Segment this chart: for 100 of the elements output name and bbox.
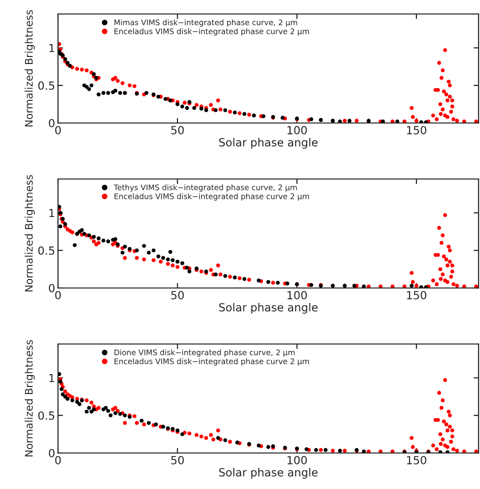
point [168, 98, 172, 102]
point [180, 261, 184, 266]
point [134, 248, 139, 252]
point [232, 110, 237, 114]
point [101, 90, 106, 95]
x-tick-label: 50 [171, 290, 184, 300]
point [216, 436, 220, 440]
x-axis-title: Solar phase angle [219, 138, 318, 149]
point [256, 444, 261, 448]
x-tick-label: 100 [288, 290, 307, 300]
point [285, 282, 290, 286]
point [101, 238, 106, 243]
point [214, 108, 218, 112]
y-axis-title: Normalized Brightness [24, 10, 35, 126]
point [185, 106, 189, 110]
x-axis-title: Solar phase angle [219, 468, 318, 479]
point [381, 120, 385, 123]
point [120, 250, 124, 255]
point [80, 228, 84, 232]
point [170, 258, 175, 262]
point [106, 239, 110, 244]
point [156, 254, 160, 258]
point [232, 276, 237, 280]
y-tick-label: 0 [48, 284, 54, 292]
x-tick-label: 150 [407, 456, 426, 464]
point [89, 83, 94, 88]
point [106, 408, 110, 413]
y-axis-title: Normalized Brightness [24, 340, 35, 456]
point [106, 90, 110, 95]
point [113, 88, 118, 93]
point [252, 114, 256, 118]
point [262, 114, 266, 118]
point [161, 256, 166, 260]
point [87, 87, 92, 92]
point [92, 407, 96, 412]
point [410, 284, 414, 288]
point [176, 260, 180, 264]
point [156, 94, 160, 99]
point [187, 270, 192, 274]
point [309, 117, 314, 122]
point [96, 92, 101, 96]
point [92, 234, 96, 239]
point [338, 448, 342, 453]
y-axis-title: Normalized Brightness [24, 175, 35, 292]
x-tick-label: 150 [407, 126, 426, 134]
y-tick-label: 1 [49, 44, 54, 52]
point [199, 106, 204, 111]
y-tick-label: 0 [48, 118, 54, 128]
point [223, 438, 228, 442]
point [223, 274, 228, 278]
point [118, 90, 122, 95]
point [276, 280, 280, 285]
y-tick-label: 0.5 [38, 246, 54, 255]
y-tick-label: 1 [49, 208, 54, 218]
point [87, 406, 92, 410]
point [166, 257, 170, 262]
point [122, 413, 127, 418]
point [348, 118, 352, 123]
point [304, 447, 308, 452]
x-tick-label: 0 [55, 456, 61, 464]
point [144, 90, 148, 95]
point [66, 396, 70, 401]
point [89, 410, 94, 414]
point [176, 102, 180, 106]
point [70, 398, 74, 402]
point [214, 272, 218, 276]
x-tick-label: 50 [171, 456, 184, 464]
x-tick-label: 150 [407, 290, 426, 300]
point [242, 277, 246, 281]
point [84, 410, 89, 414]
point [309, 283, 314, 287]
point [75, 400, 80, 404]
point [146, 250, 151, 255]
point [223, 108, 228, 112]
point [256, 278, 261, 282]
point [96, 236, 101, 240]
point [324, 448, 328, 452]
point [164, 96, 168, 101]
x-tick-label: 100 [288, 456, 307, 464]
x-tick-label: 0 [55, 290, 61, 300]
point [362, 450, 366, 453]
point [280, 116, 285, 120]
point [108, 413, 113, 418]
point [204, 108, 208, 112]
point [192, 106, 196, 110]
point [60, 387, 64, 392]
point [161, 424, 166, 429]
point [113, 411, 118, 416]
point [154, 422, 158, 426]
point [58, 224, 62, 228]
x-tick-label: 50 [171, 126, 184, 134]
point [72, 243, 77, 248]
point [152, 248, 156, 252]
point [180, 104, 184, 108]
point [82, 232, 86, 236]
point [146, 420, 151, 425]
y-tick-label: 0 [48, 448, 54, 458]
point [338, 120, 342, 123]
point [235, 440, 240, 444]
point [87, 233, 92, 238]
